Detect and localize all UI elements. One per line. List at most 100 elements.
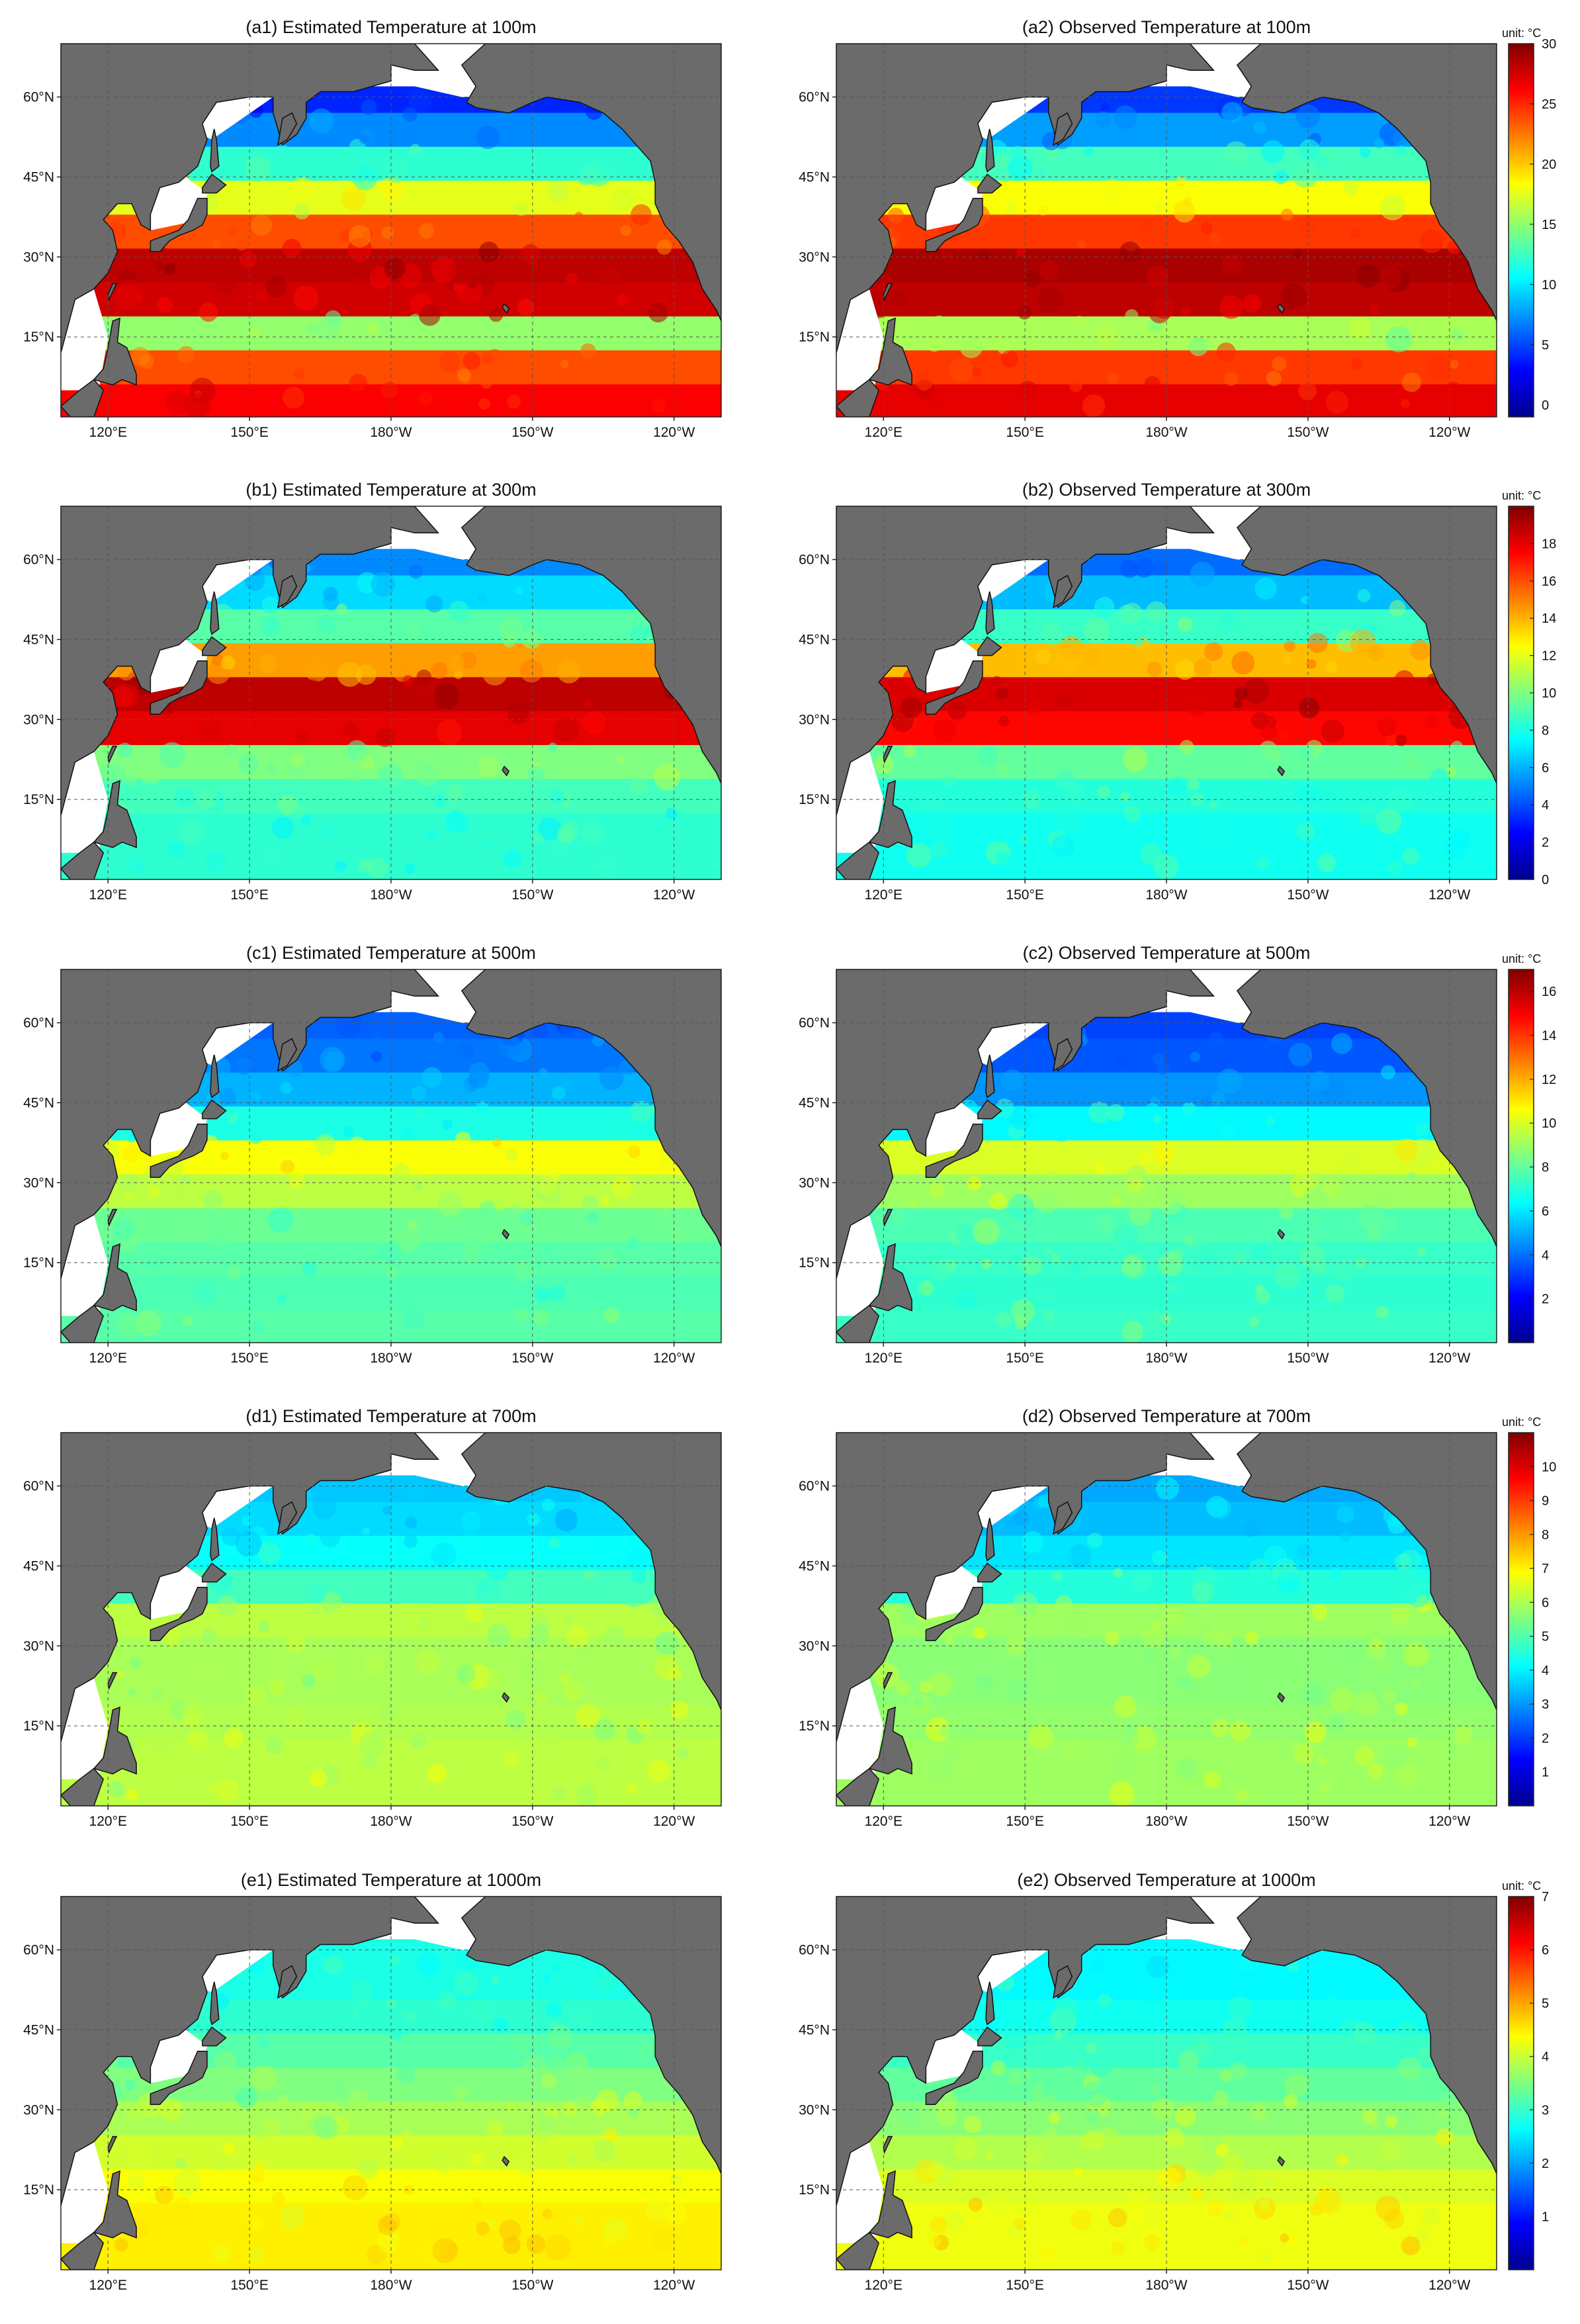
- eddy-blob: [1231, 651, 1255, 675]
- eddy-blob: [1178, 2049, 1200, 2071]
- landmass: [61, 1433, 439, 1742]
- eddy-blob: [1125, 309, 1139, 323]
- eddy-blob: [397, 1229, 421, 1253]
- eddy-blob: [117, 662, 136, 681]
- eddy-blob: [310, 1769, 328, 1787]
- eddy-blob: [449, 1080, 472, 1103]
- landmass: [61, 1767, 105, 1806]
- eddy-blob: [464, 1621, 482, 1639]
- eddy-blob: [135, 1310, 161, 1336]
- eddy-blob: [541, 1498, 555, 1512]
- eddy-blob: [1358, 805, 1379, 827]
- colorbar-tick-label: 2: [1542, 836, 1549, 850]
- colorbar-tick-label: 6: [1542, 1204, 1549, 1219]
- eddy-blob: [1243, 294, 1262, 313]
- eddy-blob: [251, 1320, 264, 1332]
- eddy-blob: [1400, 398, 1410, 408]
- colorbar-tick-label: 16: [1542, 985, 1556, 999]
- colorbar-tick-label: 10: [1542, 686, 1556, 701]
- eddy-blob: [574, 212, 584, 221]
- eddy-blob: [462, 1247, 479, 1264]
- graticule: [61, 506, 721, 879]
- eddy-blob: [1356, 265, 1380, 288]
- colorbar-tick-label: 7: [1542, 1890, 1549, 1904]
- lon-tick-label: 120°E: [89, 2278, 127, 2293]
- eddy-blob: [590, 2098, 608, 2116]
- eddy-blob: [1008, 1679, 1029, 1701]
- lat-tick-label: 45°N: [799, 632, 830, 647]
- landmass: [210, 1054, 220, 1098]
- eddy-blob: [1227, 1270, 1249, 1290]
- lat-tick-label: 30°N: [23, 1175, 54, 1190]
- eddy-blob: [1179, 740, 1194, 754]
- eddy-blob: [1317, 854, 1337, 872]
- lat-tick-label: 45°N: [23, 1558, 54, 1574]
- lon-tick-label: 180°W: [370, 1814, 412, 1829]
- colorbar-unit: unit: °C: [1502, 952, 1541, 965]
- landmass: [150, 197, 208, 252]
- eddy-blob: [1168, 1646, 1182, 1659]
- eddy-blob: [1234, 686, 1249, 701]
- eddy-blob: [1306, 250, 1322, 266]
- eddy-blob: [1208, 800, 1217, 809]
- eddy-blob: [1109, 1781, 1135, 1806]
- eddy-blob: [1212, 2104, 1232, 2124]
- eddy-blob: [954, 1224, 974, 1243]
- lat-tick-label: 15°N: [23, 1255, 54, 1271]
- eddy-blob: [1250, 2104, 1267, 2121]
- landmass: [150, 660, 208, 715]
- eddy-blob: [217, 1595, 238, 1616]
- eddy-blob: [1155, 1477, 1179, 1500]
- land: [61, 506, 721, 879]
- lat-tick-label: 30°N: [799, 2102, 830, 2118]
- lat-tick-label: 60°N: [23, 1016, 54, 1031]
- eddy-blob: [1035, 648, 1051, 664]
- eddy-blob: [630, 1100, 652, 1123]
- eddy-blob: [349, 1980, 374, 2004]
- eddy-blob: [1280, 208, 1294, 221]
- eddy-blob: [593, 2139, 616, 2163]
- eddy-blob: [631, 204, 652, 226]
- eddy-blob: [492, 2017, 508, 2033]
- eddy-blob: [431, 662, 448, 679]
- eddy-blob: [425, 829, 437, 840]
- eddy-blob: [667, 1666, 682, 1681]
- landmass: [1236, 1433, 1497, 1711]
- eddy-blob: [1115, 1539, 1124, 1548]
- eddy-blob: [416, 680, 437, 701]
- eddy-blob: [1010, 1299, 1035, 1323]
- eddy-blob: [503, 1750, 519, 1767]
- eddy-blob: [193, 1280, 216, 1304]
- lon-tick-label: 120°W: [653, 1814, 695, 1829]
- eddy-blob: [520, 1212, 535, 1226]
- eddy-blob: [139, 762, 162, 785]
- eddy-blob: [1123, 2108, 1136, 2121]
- eddy-blob: [670, 1701, 689, 1720]
- eddy-blob: [1298, 219, 1318, 238]
- eddy-blob: [533, 1310, 550, 1327]
- eddy-blob: [1140, 843, 1163, 866]
- eddy-blob: [944, 2211, 965, 2233]
- eddy-blob: [1127, 2188, 1151, 2211]
- eddy-blob: [1126, 1175, 1145, 1193]
- landmass: [210, 591, 220, 635]
- eddy-blob: [116, 1314, 140, 1337]
- eddy-blob: [873, 1662, 900, 1689]
- lon-tick-label: 120°E: [89, 1351, 127, 1366]
- eddy-blob: [1151, 1550, 1167, 1566]
- landmass: [868, 2170, 912, 2239]
- eddy-blob: [203, 1190, 223, 1210]
- lat-tick-label: 60°N: [799, 1943, 830, 1958]
- eddy-blob: [1374, 138, 1385, 149]
- lon-tick-label: 150°E: [230, 1814, 268, 1829]
- eddy-blob: [1213, 2090, 1229, 2106]
- eddy-blob: [1051, 1254, 1060, 1263]
- lon-tick-label: 120°W: [653, 887, 695, 903]
- eddy-blob: [505, 1709, 526, 1730]
- eddy-blob: [1260, 723, 1277, 740]
- eddy-blob: [1351, 358, 1364, 370]
- eddy-blob: [1108, 1727, 1117, 1736]
- eddy-blob: [1264, 1545, 1288, 1569]
- eddy-blob: [1309, 2202, 1323, 2216]
- eddy-blob: [1119, 241, 1141, 263]
